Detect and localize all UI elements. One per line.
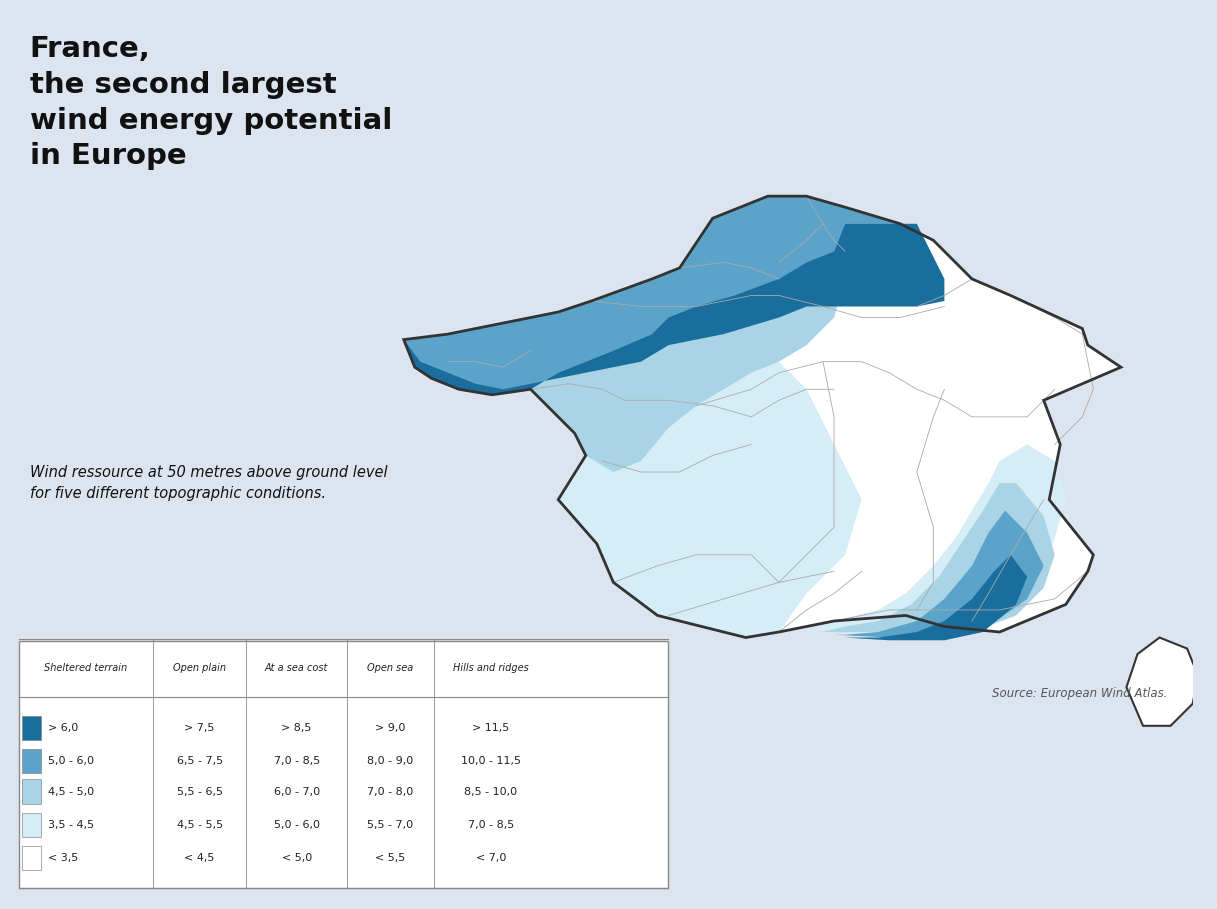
Text: 8,5 - 10,0: 8,5 - 10,0	[464, 786, 517, 796]
Text: < 3,5: < 3,5	[47, 853, 78, 863]
Text: Sheltered terrain: Sheltered terrain	[44, 663, 128, 674]
Bar	[22, 813, 41, 836]
Text: < 4,5: < 4,5	[185, 853, 214, 863]
Bar	[22, 780, 41, 804]
Text: 6,5 - 7,5: 6,5 - 7,5	[176, 756, 223, 766]
Bar	[22, 716, 41, 740]
Text: < 5,5: < 5,5	[375, 853, 405, 863]
Polygon shape	[807, 445, 1066, 632]
Text: Open plain: Open plain	[173, 663, 226, 674]
Polygon shape	[404, 224, 944, 395]
Text: > 8,5: > 8,5	[281, 723, 312, 733]
Text: 5,0 - 6,0: 5,0 - 6,0	[47, 756, 94, 766]
Text: < 7,0: < 7,0	[476, 853, 506, 863]
Text: 5,5 - 7,0: 5,5 - 7,0	[368, 820, 414, 830]
Text: > 7,5: > 7,5	[185, 723, 214, 733]
Text: 10,0 - 11,5: 10,0 - 11,5	[461, 756, 521, 766]
Text: 4,5 - 5,5: 4,5 - 5,5	[176, 820, 223, 830]
Text: 4,5 - 5,0: 4,5 - 5,0	[47, 786, 94, 796]
Text: 6,0 - 7,0: 6,0 - 7,0	[274, 786, 320, 796]
Text: < 5,0: < 5,0	[281, 853, 312, 863]
Text: Wind ressource at 50 metres above ground level
for five different topographic co: Wind ressource at 50 metres above ground…	[29, 464, 387, 501]
Polygon shape	[404, 196, 901, 395]
Text: > 9,0: > 9,0	[375, 723, 405, 733]
Bar	[22, 749, 41, 773]
Text: Hills and ridges: Hills and ridges	[453, 663, 528, 674]
Polygon shape	[404, 196, 862, 637]
Text: At a sea cost: At a sea cost	[265, 663, 329, 674]
Polygon shape	[834, 511, 1044, 637]
Text: > 6,0: > 6,0	[47, 723, 78, 733]
Text: 7,0 - 8,5: 7,0 - 8,5	[274, 756, 320, 766]
Text: > 11,5: > 11,5	[472, 723, 510, 733]
Text: 5,0 - 6,0: 5,0 - 6,0	[274, 820, 320, 830]
Polygon shape	[404, 196, 901, 472]
Polygon shape	[823, 483, 1055, 632]
Text: 8,0 - 9,0: 8,0 - 9,0	[368, 756, 414, 766]
Text: Open sea: Open sea	[368, 663, 414, 674]
Text: Source: European Wind Atlas.: Source: European Wind Atlas.	[992, 687, 1168, 700]
Text: France,
the second largest
wind energy potential
in Europe: France, the second largest wind energy p…	[29, 35, 392, 171]
Text: 7,0 - 8,0: 7,0 - 8,0	[368, 786, 414, 796]
Polygon shape	[1127, 637, 1199, 725]
Polygon shape	[404, 196, 1121, 637]
Text: 7,0 - 8,5: 7,0 - 8,5	[467, 820, 514, 830]
Bar	[22, 845, 41, 870]
Text: 5,5 - 6,5: 5,5 - 6,5	[176, 786, 223, 796]
Polygon shape	[845, 554, 1027, 640]
Text: 3,5 - 4,5: 3,5 - 4,5	[47, 820, 94, 830]
